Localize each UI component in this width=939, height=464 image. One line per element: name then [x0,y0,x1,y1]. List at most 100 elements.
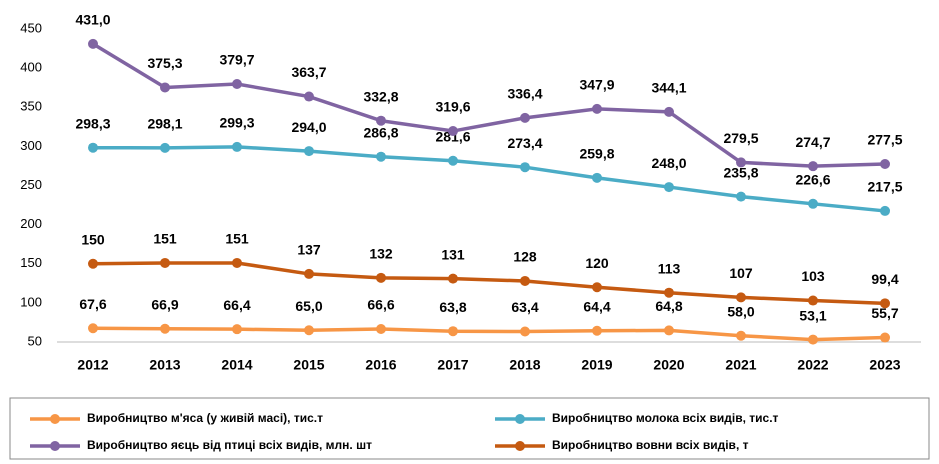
legend-label: Виробництво м'яса (у живій масі), тис.т [87,411,323,425]
y-tick-label: 150 [20,255,42,270]
legend-marker [515,414,525,424]
x-tick-label: 2022 [797,357,828,373]
data-label: 298,1 [147,116,182,132]
data-point [880,298,890,309]
data-label: 55,7 [871,305,898,321]
y-tick-label: 100 [20,294,42,309]
legend-label: Виробництво вовни всіх видів, т [552,438,749,452]
data-point [160,257,170,268]
data-point [304,146,314,157]
data-label: 63,8 [439,299,466,315]
data-point [880,158,890,169]
data-label: 137 [297,242,321,258]
data-label: 65,0 [295,298,322,314]
data-label: 58,0 [727,303,754,319]
data-label: 235,8 [723,164,758,180]
data-point [448,126,458,137]
x-tick-label: 2017 [437,357,468,373]
series-line [92,42,886,168]
data-label: 279,5 [723,130,758,146]
data-point [736,330,746,341]
data-point [592,282,602,293]
data-label: 363,7 [291,64,326,80]
data-point [664,287,674,298]
y-tick-label: 400 [20,60,42,75]
data-label: 286,8 [363,124,398,140]
data-label: 431,0 [75,12,110,28]
data-point [808,198,818,209]
data-label: 128 [513,249,537,265]
data-point [520,275,530,286]
data-point [376,151,386,162]
data-label: 347,9 [579,77,614,93]
data-label: 120 [585,255,609,271]
data-point [880,332,890,343]
y-tick-label: 200 [20,216,42,231]
data-point [304,91,314,102]
data-point [808,161,818,172]
data-label: 132 [369,246,393,262]
data-point [520,162,530,173]
data-label: 67,6 [79,296,106,312]
data-label: 344,1 [651,80,686,96]
data-label: 226,6 [795,172,830,188]
data-label: 64,8 [655,298,682,314]
data-label: 294,0 [291,119,326,135]
y-tick-label: 350 [20,99,42,114]
data-label: 332,8 [363,88,398,104]
y-tick-label: 50 [28,333,42,348]
data-label: 298,3 [75,115,110,131]
data-point [376,115,386,126]
data-point [592,325,602,336]
data-label: 64,4 [583,298,610,314]
data-label: 99,4 [871,271,898,287]
data-point [592,103,602,114]
x-tick-label: 2018 [509,357,540,373]
data-point [664,325,674,336]
data-label: 131 [441,246,465,262]
data-label: 151 [225,231,249,247]
x-tick-label: 2023 [869,357,900,373]
data-label: 217,5 [867,179,902,195]
data-point [448,326,458,337]
series-line [92,145,886,213]
x-tick-label: 2021 [725,357,756,373]
y-tick-label: 300 [20,138,42,153]
legend-label: Виробництво молока всіх видів, тис.т [552,411,779,425]
legend-marker [50,414,60,424]
legend-marker [50,441,60,451]
data-label: 273,4 [507,135,542,151]
data-point [160,323,170,334]
data-label: 103 [801,268,825,284]
data-point [232,324,242,335]
data-label: 151 [153,231,177,247]
legend-box [9,397,930,460]
data-label: 375,3 [147,55,182,71]
data-point [592,172,602,183]
data-point [520,326,530,337]
data-label: 277,5 [867,132,902,148]
data-point [520,112,530,123]
data-point [304,325,314,336]
data-point [304,268,314,279]
x-tick-label: 2012 [77,357,108,373]
data-label: 274,7 [795,134,830,150]
data-point [808,295,818,306]
data-point [736,157,746,168]
data-point [880,205,890,216]
data-label: 66,4 [223,297,250,313]
data-label: 259,8 [579,146,614,162]
data-label: 63,4 [511,299,538,315]
data-label: 379,7 [219,52,254,68]
data-label: 66,6 [367,297,394,313]
x-tick-label: 2016 [365,357,396,373]
x-tick-label: 2013 [149,357,180,373]
x-tick-label: 2015 [293,357,324,373]
data-label: 53,1 [799,307,826,323]
data-point [736,292,746,303]
data-point [88,38,98,49]
data-point [88,323,98,334]
data-point [376,324,386,335]
data-point [232,141,242,152]
